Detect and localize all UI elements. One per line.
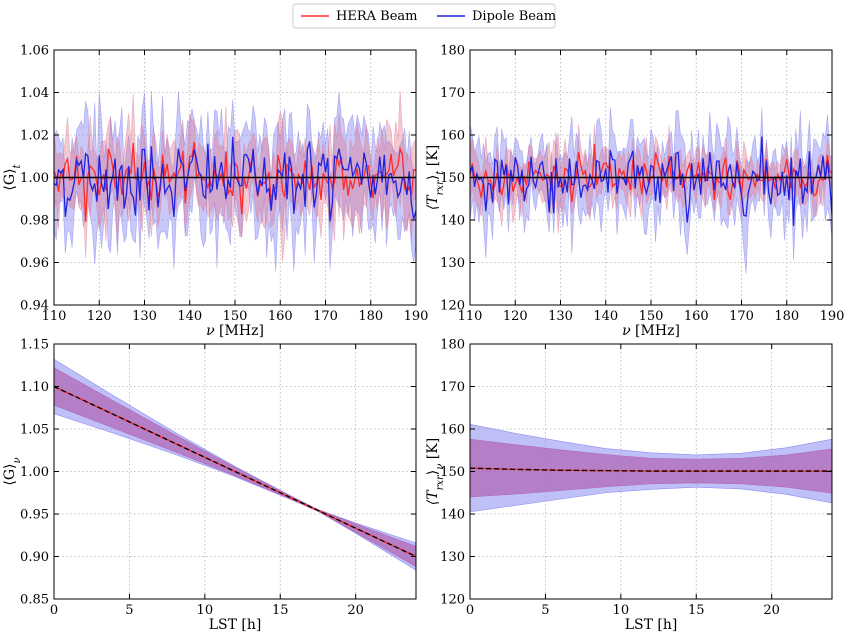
y-axis-label: ⟨Trxr⟩ν [K] bbox=[425, 438, 446, 505]
x-tick-label: 120 bbox=[87, 309, 112, 324]
y-tick-label: 170 bbox=[440, 86, 465, 101]
y-tick-label: 1.02 bbox=[20, 129, 49, 144]
x-tick-label: 15 bbox=[688, 603, 705, 618]
y-tick-label: 1.05 bbox=[20, 423, 49, 438]
x-axis-label: ν [MHz] bbox=[622, 323, 680, 339]
y-tick-label: 180 bbox=[440, 338, 465, 353]
y-tick-label: 0.90 bbox=[20, 550, 49, 565]
y-tick-label: 0.95 bbox=[20, 508, 49, 523]
y-tick-label: 140 bbox=[440, 214, 465, 229]
panel-trx-vs-freq: 110 120 130 140 150 160 170 180 1901201301401501… bbox=[425, 44, 844, 340]
x-tick-label: 20 bbox=[763, 603, 780, 618]
y-tick-label: 170 bbox=[440, 380, 465, 395]
x-tick-label: 110 bbox=[458, 309, 483, 324]
y-tick-label: 150 bbox=[440, 465, 465, 480]
panel-gain-vs-freq: 110 120 130 140 150 160 170 180 190 0.94 0.96 0.98 1… bbox=[2, 44, 428, 340]
y-tick-label: 1.00 bbox=[20, 171, 49, 186]
panel-trx-vs-lst: 0 5 10 15 20 120 130 140 150 160 170 180 LST [h] ⟨Trx… bbox=[425, 338, 833, 633]
y-axis-label: ⟨G⟩ν bbox=[2, 457, 23, 485]
x-tick-label: 170 bbox=[313, 309, 338, 324]
x-tick-label: 160 bbox=[684, 309, 709, 324]
y-tick-label: 140 bbox=[440, 508, 465, 523]
x-tick-label: 0 bbox=[50, 603, 58, 618]
plot-area bbox=[54, 90, 416, 272]
y-tick-label: 1.04 bbox=[20, 86, 49, 101]
band-dipole-beam bbox=[54, 358, 416, 571]
x-tick-label: 15 bbox=[272, 603, 289, 618]
y-tick-label: 180 bbox=[440, 44, 465, 59]
legend: HERA Beam Dipole Beam bbox=[292, 3, 556, 29]
y-tick-label: 130 bbox=[440, 256, 465, 271]
y-axis-label: ⟨G⟩t bbox=[2, 163, 23, 190]
band-hera-beam bbox=[54, 367, 416, 568]
y-axis-label: ⟨Trxr⟩t [K] bbox=[425, 145, 446, 210]
series-line-dipole-beam bbox=[54, 136, 416, 222]
band-dipole-beam bbox=[470, 107, 832, 274]
y-tick-label: 1.15 bbox=[20, 338, 49, 353]
y-tick-label: 130 bbox=[440, 550, 465, 565]
y-tick-label: 1.06 bbox=[20, 44, 49, 59]
panel-gain-vs-lst: 0 5 10 15 20 0.85 0.90 0.95 1.00 1.05 1.10 1.15 LST … bbox=[2, 338, 417, 633]
y-tick-label: 160 bbox=[440, 423, 465, 438]
band-hera-beam bbox=[470, 438, 832, 498]
legend-label-hera: HERA Beam bbox=[336, 9, 417, 24]
x-tick-label: 180 bbox=[358, 309, 383, 324]
series-line-dipole-beam bbox=[470, 467, 832, 472]
x-tick-label: 20 bbox=[347, 603, 364, 618]
x-tick-label: 110 bbox=[42, 309, 67, 324]
x-tick-label: 10 bbox=[197, 603, 214, 618]
x-tick-label: 140 bbox=[593, 309, 618, 324]
x-tick-label: 140 bbox=[177, 309, 202, 324]
plot-area bbox=[54, 358, 416, 571]
x-tick-label: 130 bbox=[132, 309, 157, 324]
x-tick-label: 190 bbox=[404, 309, 429, 324]
series-line-dipole-beam bbox=[54, 385, 416, 558]
x-tick-label: 120 bbox=[503, 309, 528, 324]
x-tick-label: 5 bbox=[125, 603, 133, 618]
y-tick-label: 1.10 bbox=[20, 380, 49, 395]
x-tick-label: 130 bbox=[548, 309, 573, 324]
y-tick-label: 120 bbox=[440, 299, 465, 314]
legend-frame bbox=[292, 3, 556, 29]
y-tick-label: 150 bbox=[440, 171, 465, 186]
series-line-dipole-beam bbox=[470, 136, 832, 226]
y-tick-label: 120 bbox=[440, 593, 465, 608]
x-tick-label: 150 bbox=[223, 309, 248, 324]
x-tick-label: 190 bbox=[820, 309, 845, 324]
x-tick-label: 0 bbox=[466, 603, 474, 618]
x-tick-label: 5 bbox=[541, 603, 549, 618]
plot-area bbox=[470, 107, 832, 274]
y-tick-label: 160 bbox=[440, 129, 465, 144]
y-tick-label: 0.94 bbox=[20, 299, 49, 314]
x-axis-label: ν [MHz] bbox=[206, 323, 264, 339]
x-axis-label: LST [h] bbox=[625, 617, 678, 633]
x-tick-label: 160 bbox=[268, 309, 293, 324]
y-tick-label: 1.00 bbox=[20, 465, 49, 480]
y-tick-label: 0.96 bbox=[20, 256, 49, 271]
x-tick-label: 170 bbox=[729, 309, 754, 324]
series-line-hera-beam bbox=[54, 142, 416, 222]
legend-label-dipole: Dipole Beam bbox=[472, 9, 556, 24]
x-tick-label: 10 bbox=[613, 603, 630, 618]
x-tick-label: 150 bbox=[639, 309, 664, 324]
y-tick-label: 0.98 bbox=[20, 214, 49, 229]
x-tick-label: 180 bbox=[774, 309, 799, 324]
x-axis-label: LST [h] bbox=[209, 617, 262, 633]
plot-area bbox=[470, 424, 832, 513]
y-tick-label: 0.85 bbox=[20, 593, 49, 608]
